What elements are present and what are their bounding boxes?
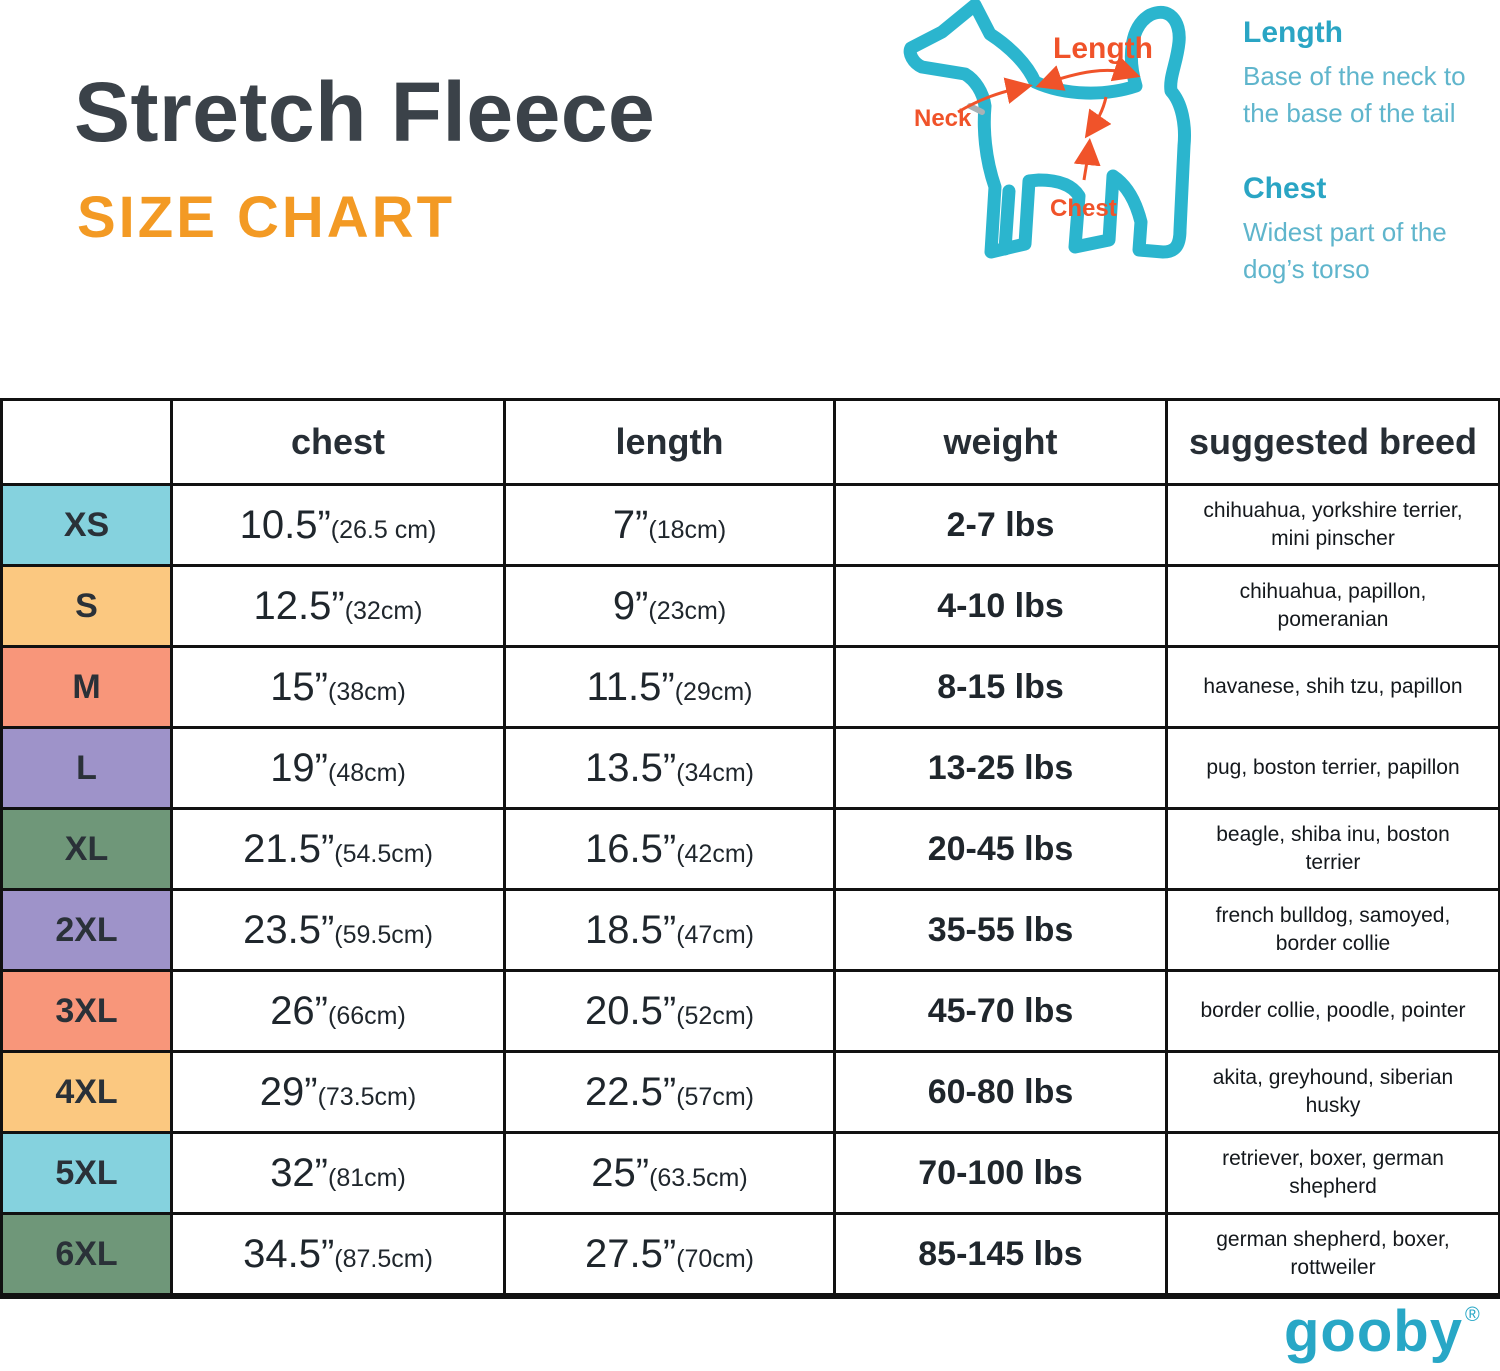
breed-cell: chihuahua, papillon, pomeranian bbox=[1165, 564, 1500, 648]
table-header-row: chest length weight suggested breed bbox=[0, 398, 1500, 486]
chest-annotation: Chest bbox=[1050, 195, 1117, 222]
legend-item-chest: Chest Widest part of the dog’s torso bbox=[1243, 172, 1493, 288]
chest-cell: 26”(66cm) bbox=[170, 969, 506, 1053]
chest-cell: 32”(81cm) bbox=[170, 1131, 506, 1215]
weight-cell: 20-45 lbs bbox=[833, 807, 1168, 891]
length-arrow-icon bbox=[1035, 55, 1141, 91]
chest-cell: 10.5”(26.5 cm) bbox=[170, 483, 506, 567]
neck-tick-mark bbox=[967, 103, 985, 115]
length-cell: 9”(23cm) bbox=[503, 564, 836, 648]
size-table-wrap: chest length weight suggested breed XS 10… bbox=[0, 398, 1500, 1299]
header-chest: chest bbox=[170, 398, 506, 486]
weight-cell: 13-25 lbs bbox=[833, 726, 1168, 810]
table-row: M 15”(38cm) 11.5”(29cm) 8-15 lbs havanese, s… bbox=[0, 645, 1500, 729]
size-table-body: XS 10.5”(26.5 cm) 7”(18cm) 2-7 lbs chihuahua… bbox=[0, 483, 1500, 1299]
registered-mark: ® bbox=[1464, 1304, 1481, 1326]
header-weight: weight bbox=[833, 398, 1168, 486]
breed-cell: french bulldog, samoyed, border collie bbox=[1165, 888, 1500, 972]
legend-term: Chest bbox=[1243, 171, 1327, 205]
chest-up-arrow-icon bbox=[1073, 138, 1101, 181]
weight-cell: 35-55 lbs bbox=[833, 888, 1168, 972]
measurement-legend: Length Base of the neck to the base of t… bbox=[1243, 16, 1493, 328]
weight-cell: 85-145 lbs bbox=[833, 1212, 1168, 1299]
breed-cell: german shepherd, boxer, rottweiler bbox=[1165, 1212, 1500, 1299]
chest-cell: 12.5”(32cm) bbox=[170, 564, 506, 648]
length-cell: 11.5”(29cm) bbox=[503, 645, 836, 729]
table-row: S 12.5”(32cm) 9”(23cm) 4-10 lbs chihuahua, p… bbox=[0, 564, 1500, 648]
header-length: length bbox=[503, 398, 836, 486]
table-row: L 19”(48cm) 13.5”(34cm) 13-25 lbs pug, bosto… bbox=[0, 726, 1500, 810]
size-cell: M bbox=[0, 645, 173, 729]
size-cell: 4XL bbox=[0, 1050, 173, 1134]
table-row: 3XL 26”(66cm) 20.5”(52cm) 45-70 lbs border c… bbox=[0, 969, 1500, 1053]
length-cell: 25”(63.5cm) bbox=[503, 1131, 836, 1215]
legend-definition-line: dog’s torso bbox=[1243, 253, 1370, 284]
length-cell: 13.5”(34cm) bbox=[503, 726, 836, 810]
table-row: 5XL 32”(81cm) 25”(63.5cm) 70-100 lbs retriev… bbox=[0, 1131, 1500, 1215]
breed-cell: chihuahua, yorkshire terrier, mini pinsc… bbox=[1165, 483, 1500, 567]
breed-cell: border collie, poodle, pointer bbox=[1165, 969, 1500, 1053]
size-cell: XL bbox=[0, 807, 173, 891]
legend-definition-line: Base of the neck to bbox=[1243, 61, 1466, 91]
gooby-logo: gooby ® bbox=[1284, 1298, 1481, 1365]
table-row: XS 10.5”(26.5 cm) 7”(18cm) 2-7 lbs chihuahua… bbox=[0, 483, 1500, 567]
neck-arrow-icon bbox=[957, 77, 1033, 114]
neck-annotation: Neck bbox=[914, 105, 972, 132]
size-cell: XS bbox=[0, 483, 173, 567]
measure-arrows bbox=[957, 55, 1141, 181]
weight-cell: 70-100 lbs bbox=[833, 1131, 1168, 1215]
size-cell: 6XL bbox=[0, 1212, 173, 1299]
size-cell: S bbox=[0, 564, 173, 648]
legend-item-length: Length Base of the neck to the base of t… bbox=[1243, 16, 1493, 132]
chest-cell: 21.5”(54.5cm) bbox=[170, 807, 506, 891]
gooby-logo-text: gooby bbox=[1284, 1299, 1463, 1364]
chest-down-arrow-icon bbox=[1084, 96, 1112, 139]
weight-cell: 8-15 lbs bbox=[833, 645, 1168, 729]
chest-cell: 15”(38cm) bbox=[170, 645, 506, 729]
page-title: Stretch Fleece bbox=[74, 65, 656, 159]
length-cell: 27.5”(70cm) bbox=[503, 1212, 836, 1299]
length-cell: 7”(18cm) bbox=[503, 483, 836, 567]
breed-cell: beagle, shiba inu, boston terrier bbox=[1165, 807, 1500, 891]
legend-definition-line: Widest part of the bbox=[1243, 216, 1447, 247]
size-table: chest length weight suggested breed XS 10… bbox=[0, 398, 1500, 1299]
weight-cell: 4-10 lbs bbox=[833, 564, 1168, 648]
legend-term: Length bbox=[1243, 16, 1343, 49]
breed-cell: akita, greyhound, siberian husky bbox=[1165, 1050, 1500, 1134]
chest-cell: 19”(48cm) bbox=[170, 726, 506, 810]
length-cell: 18.5”(47cm) bbox=[503, 888, 836, 972]
table-row: 6XL 34.5”(87.5cm) 27.5”(70cm) 85-145 lbs ger… bbox=[0, 1212, 1500, 1299]
header-breed: suggested breed bbox=[1165, 398, 1500, 486]
breed-cell: retriever, boxer, german shepherd bbox=[1165, 1131, 1500, 1215]
length-cell: 16.5”(42cm) bbox=[503, 807, 836, 891]
weight-cell: 60-80 lbs bbox=[833, 1050, 1168, 1134]
weight-cell: 2-7 lbs bbox=[833, 483, 1168, 567]
header-size bbox=[0, 398, 173, 486]
table-row: XL 21.5”(54.5cm) 16.5”(42cm) 20-45 lbs beagl… bbox=[0, 807, 1500, 891]
legend-definition-line: the base of the tail bbox=[1243, 97, 1456, 128]
size-cell: 5XL bbox=[0, 1131, 173, 1215]
breed-cell: havanese, shih tzu, papillon bbox=[1165, 645, 1500, 729]
weight-cell: 45-70 lbs bbox=[833, 969, 1168, 1053]
table-row: 2XL 23.5”(59.5cm) 18.5”(47cm) 35-55 lbs fren… bbox=[0, 888, 1500, 972]
size-cell: L bbox=[0, 726, 173, 810]
chest-cell: 29”(73.5cm) bbox=[170, 1050, 506, 1134]
size-cell: 3XL bbox=[0, 969, 173, 1053]
dog-diagram: Length Neck Chest bbox=[903, 0, 1191, 259]
length-annotation: Length bbox=[1053, 32, 1153, 65]
length-cell: 20.5”(52cm) bbox=[503, 969, 836, 1053]
page-subtitle: SIZE CHART bbox=[77, 185, 455, 250]
chest-cell: 34.5”(87.5cm) bbox=[170, 1212, 506, 1299]
size-cell: 2XL bbox=[0, 888, 173, 972]
chest-cell: 23.5”(59.5cm) bbox=[170, 888, 506, 972]
breed-cell: pug, boston terrier, papillon bbox=[1165, 726, 1500, 810]
length-cell: 22.5”(57cm) bbox=[503, 1050, 836, 1134]
dog-outline-icon bbox=[903, 0, 1191, 259]
table-row: 4XL 29”(73.5cm) 22.5”(57cm) 60-80 lbs akita,… bbox=[0, 1050, 1500, 1134]
